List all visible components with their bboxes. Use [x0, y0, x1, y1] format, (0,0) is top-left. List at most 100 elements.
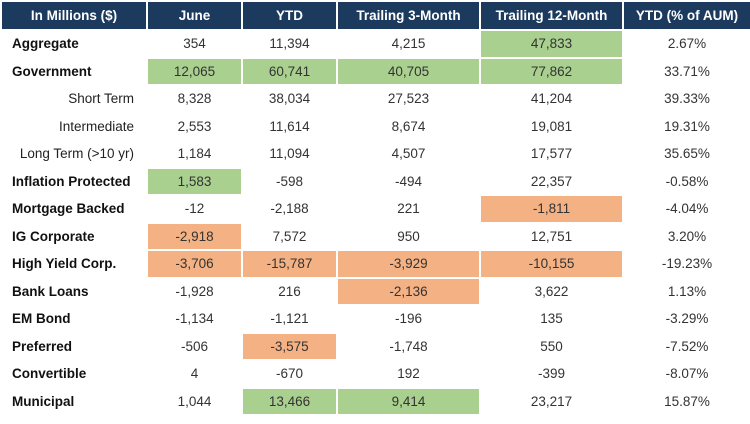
row-label: High Yield Corp.	[12, 256, 117, 272]
cell-ytd: -15,787	[243, 251, 336, 277]
table-row: Long Term (>10 yr) 1,184 11,094 4,507 17,577…	[2, 141, 750, 167]
row-label: EM Bond	[12, 311, 71, 327]
cell-trailing-12-month: 550	[540, 338, 563, 354]
cell-ytd-pct-aum: -0.58%	[665, 173, 709, 189]
table-row: EM Bond -1,134 -1,121 -196 135 -3.29%	[2, 306, 750, 332]
cell-june: 2,553	[177, 118, 212, 134]
cell-trailing-12-month: -10,155	[481, 251, 622, 277]
cell-ytd-pct-aum: 33.71%	[664, 63, 710, 79]
cell-june: 8,328	[177, 91, 212, 107]
cell-trailing-12-month: 17,577	[530, 146, 573, 162]
header-ytd: YTD	[243, 2, 336, 29]
cell-trailing-12-month: 22,357	[530, 173, 573, 189]
row-label: Municipal	[12, 393, 75, 409]
table-row: Inflation Protected 1,583 -598 -494 22,357 -0…	[2, 168, 750, 194]
cell-june: -1,134	[175, 311, 214, 327]
cell-ytd-pct-aum: 15.87%	[664, 393, 710, 409]
cell-ytd: -598	[275, 173, 304, 189]
cell-trailing-3-month: 4,215	[391, 36, 426, 52]
row-label: IG Corporate	[12, 228, 95, 244]
table-row: Convertible 4 -670 192 -399 -8.07%	[2, 361, 750, 387]
cell-trailing-12-month: 77,862	[481, 58, 622, 84]
cell-ytd-pct-aum: 2.67%	[667, 36, 707, 52]
cell-june: -1,928	[175, 283, 214, 299]
cell-june: -506	[180, 338, 209, 354]
cell-trailing-12-month: 41,204	[530, 91, 573, 107]
cell-ytd-pct-aum: 3.20%	[667, 228, 707, 244]
cell-june: 1,044	[177, 393, 212, 409]
cell-ytd: 60,741	[243, 58, 336, 84]
row-label: Bank Loans	[12, 283, 89, 299]
cell-ytd-pct-aum: -7.52%	[665, 338, 709, 354]
cell-trailing-3-month: 40,705	[338, 58, 479, 84]
row-label: Aggregate	[12, 36, 79, 52]
table-row: High Yield Corp. -3,706 -15,787 -3,929 -10,1…	[2, 251, 750, 277]
row-label: Long Term (>10 yr)	[19, 146, 134, 162]
header-ytd-pct-aum: YTD (% of AUM)	[624, 2, 750, 29]
cell-june: 1,583	[148, 168, 241, 194]
table-row: IG Corporate -2,918 7,572 950 12,751 3.20%	[2, 223, 750, 249]
cell-trailing-3-month: 27,523	[387, 91, 430, 107]
cell-ytd-pct-aum: 19.31%	[664, 118, 710, 134]
cell-trailing-3-month: -2,136	[338, 278, 479, 304]
header-trailing-12-month: Trailing 12-Month	[481, 2, 622, 29]
cell-ytd: -670	[275, 366, 304, 382]
cell-ytd-pct-aum: 35.65%	[664, 146, 710, 162]
cell-trailing-12-month: 3,622	[534, 283, 569, 299]
cell-ytd: 7,572	[272, 228, 307, 244]
header-trailing-3-month: Trailing 3-Month	[338, 2, 479, 29]
cell-ytd: 13,466	[243, 388, 336, 414]
row-label: Intermediate	[58, 118, 134, 134]
row-label: Mortgage Backed	[12, 201, 125, 217]
header-category: In Millions ($)	[2, 2, 146, 29]
cell-june: -3,706	[148, 251, 241, 277]
cell-trailing-3-month: 8,674	[391, 118, 426, 134]
cell-trailing-3-month: -3,929	[338, 251, 479, 277]
table-row: Short Term 8,328 38,034 27,523 41,204 39.33%	[2, 86, 750, 112]
row-label: Short Term	[68, 91, 134, 107]
table-row: Mortgage Backed -12 -2,188 221 -1,811 -4.04%	[2, 196, 750, 222]
cell-trailing-12-month: 47,833	[481, 31, 622, 57]
cell-trailing-12-month: -1,811	[481, 196, 622, 222]
cell-ytd: 11,094	[269, 146, 310, 162]
cell-ytd-pct-aum: -19.23%	[661, 256, 713, 272]
table-row: Intermediate 2,553 11,614 8,674 19,081 19.31%	[2, 114, 750, 140]
cell-ytd: 38,034	[268, 91, 311, 107]
cell-ytd: 11,394	[269, 36, 310, 52]
cell-ytd-pct-aum: -3.29%	[665, 311, 709, 327]
cell-trailing-3-month: -494	[394, 173, 423, 189]
cell-trailing-12-month: 12,751	[530, 228, 573, 244]
cell-june: 4	[190, 366, 199, 382]
table-body: Aggregate 354 11,394 4,215 47,833 2.67% Govern…	[2, 31, 750, 414]
header-row: In Millions ($) June YTD Trailing 3-Mont…	[2, 2, 750, 29]
cell-trailing-3-month: 4,507	[391, 146, 426, 162]
cell-june: -12	[184, 201, 205, 217]
table-row: Preferred -506 -3,575 -1,748 550 -7.52%	[2, 333, 750, 359]
row-label: Convertible	[12, 366, 87, 382]
cell-trailing-3-month: 192	[397, 366, 420, 382]
cell-june: -2,918	[148, 223, 241, 249]
cell-ytd: 216	[278, 283, 301, 299]
table-row: Aggregate 354 11,394 4,215 47,833 2.67%	[2, 31, 750, 57]
cell-ytd: -1,121	[270, 311, 309, 327]
cell-ytd: -2,188	[270, 201, 309, 217]
cell-trailing-3-month: 950	[397, 228, 420, 244]
cell-trailing-3-month: -196	[394, 311, 423, 327]
cell-ytd: -3,575	[243, 333, 336, 359]
table-row: Municipal 1,044 13,466 9,414 23,217 15.87%	[2, 388, 750, 414]
header-june: June	[148, 2, 241, 29]
cell-ytd-pct-aum: 39.33%	[664, 91, 710, 107]
table-row: Bank Loans -1,928 216 -2,136 3,622 1.13%	[2, 278, 750, 304]
row-label: Preferred	[12, 338, 73, 354]
row-label: Inflation Protected	[12, 173, 131, 189]
cell-june: 1,184	[177, 146, 212, 162]
cell-june: 354	[183, 36, 206, 52]
cell-trailing-3-month: -1,748	[389, 338, 428, 354]
cell-ytd-pct-aum: -4.04%	[665, 201, 709, 217]
cell-trailing-12-month: -399	[537, 366, 566, 382]
cell-june: 12,065	[148, 58, 241, 84]
table-row: Government 12,065 60,741 40,705 77,862 33.71%	[2, 58, 750, 84]
cell-ytd: 11,614	[269, 118, 310, 134]
cell-trailing-3-month: 221	[397, 201, 420, 217]
